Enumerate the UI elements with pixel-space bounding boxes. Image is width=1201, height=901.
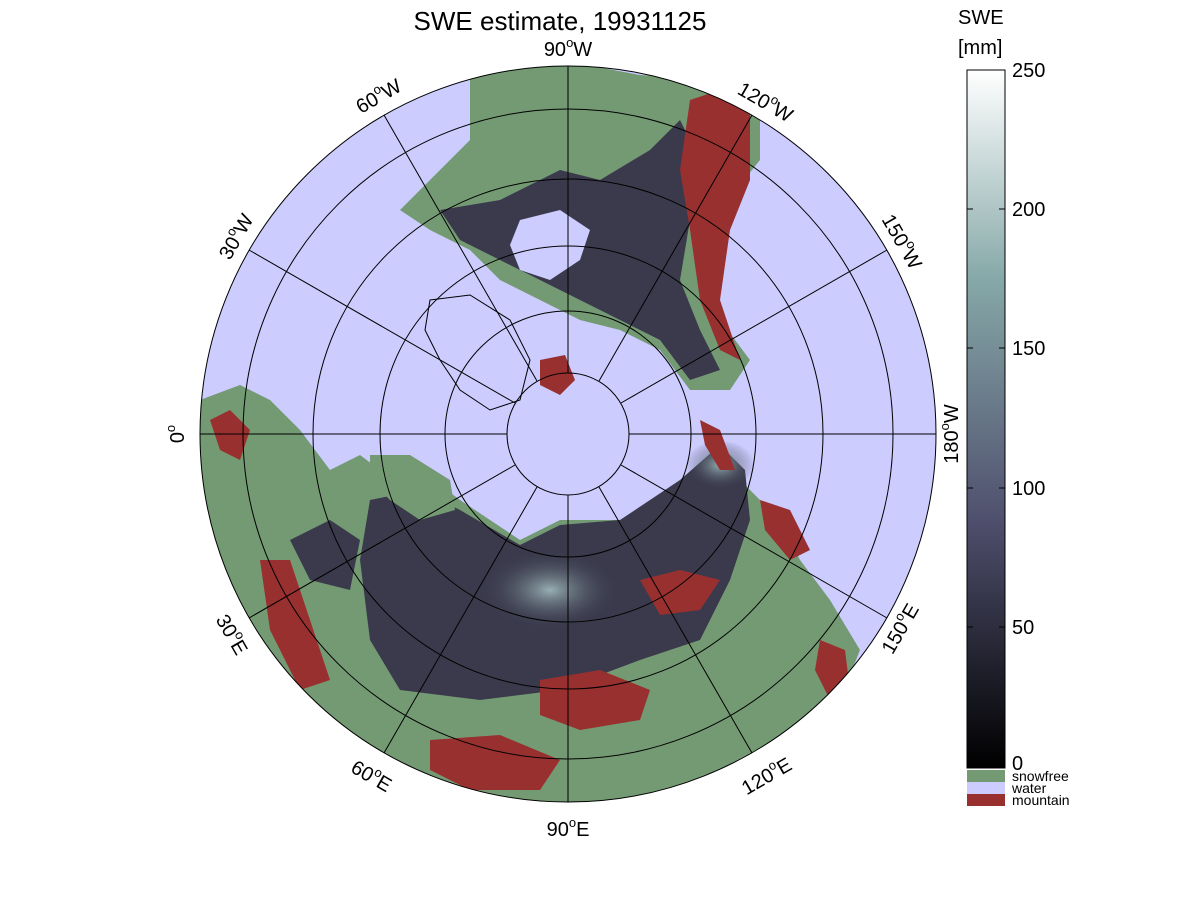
lon-label-180w: 180oW <box>937 404 963 464</box>
colorbar-tick-0: 0 <box>1012 753 1023 775</box>
meridian-30e <box>248 464 516 619</box>
lon-label-0: 0o <box>163 425 189 443</box>
meridian-120e <box>598 486 753 754</box>
legend-label-mountain: mountain <box>1012 792 1070 808</box>
map-title: SWE estimate, 19931125 <box>414 6 707 36</box>
legend-swatch-water <box>967 782 1005 794</box>
snow-max-siberia <box>480 550 620 630</box>
colorbar: SWE [mm] 250 200 150 100 50 0 snowfree w… <box>958 7 1070 808</box>
europe-snow <box>290 520 360 590</box>
meridian-60w <box>383 114 538 382</box>
colorbar-scale <box>966 69 1006 769</box>
meridian-60e <box>383 486 538 754</box>
scandinavia-land <box>370 455 455 520</box>
meridian-30w <box>248 249 516 404</box>
colorbar-label-line1: SWE <box>958 7 1004 29</box>
legend-label-water: water <box>1011 780 1047 796</box>
lon-label-60e: 60oE <box>347 753 397 797</box>
lon-label-90w: 90oW <box>544 35 592 61</box>
colorbar-tick-50: 50 <box>1012 617 1034 639</box>
colorbar-label-line2: [mm] <box>958 37 1002 59</box>
colorbar-tick-100: 100 <box>1012 478 1045 500</box>
colorbar-tick-250: 250 <box>1012 60 1045 82</box>
legend-label-snowfree: snowfree <box>1012 768 1069 784</box>
meridian-150e <box>620 464 888 619</box>
hudson-bay <box>510 210 590 280</box>
colorbar-tick-200: 200 <box>1012 199 1045 221</box>
polar-map <box>200 66 936 802</box>
legend-swatch-mountain <box>967 794 1005 806</box>
meridian-150w <box>620 249 888 404</box>
lon-label-120e: 120oE <box>736 750 796 799</box>
graticule <box>199 65 937 803</box>
meridian-120w <box>598 114 753 382</box>
legend-swatch-snowfree <box>967 770 1005 782</box>
lon-label-90e: 90oE <box>547 815 590 841</box>
colorbar-tick-150: 150 <box>1012 338 1045 360</box>
